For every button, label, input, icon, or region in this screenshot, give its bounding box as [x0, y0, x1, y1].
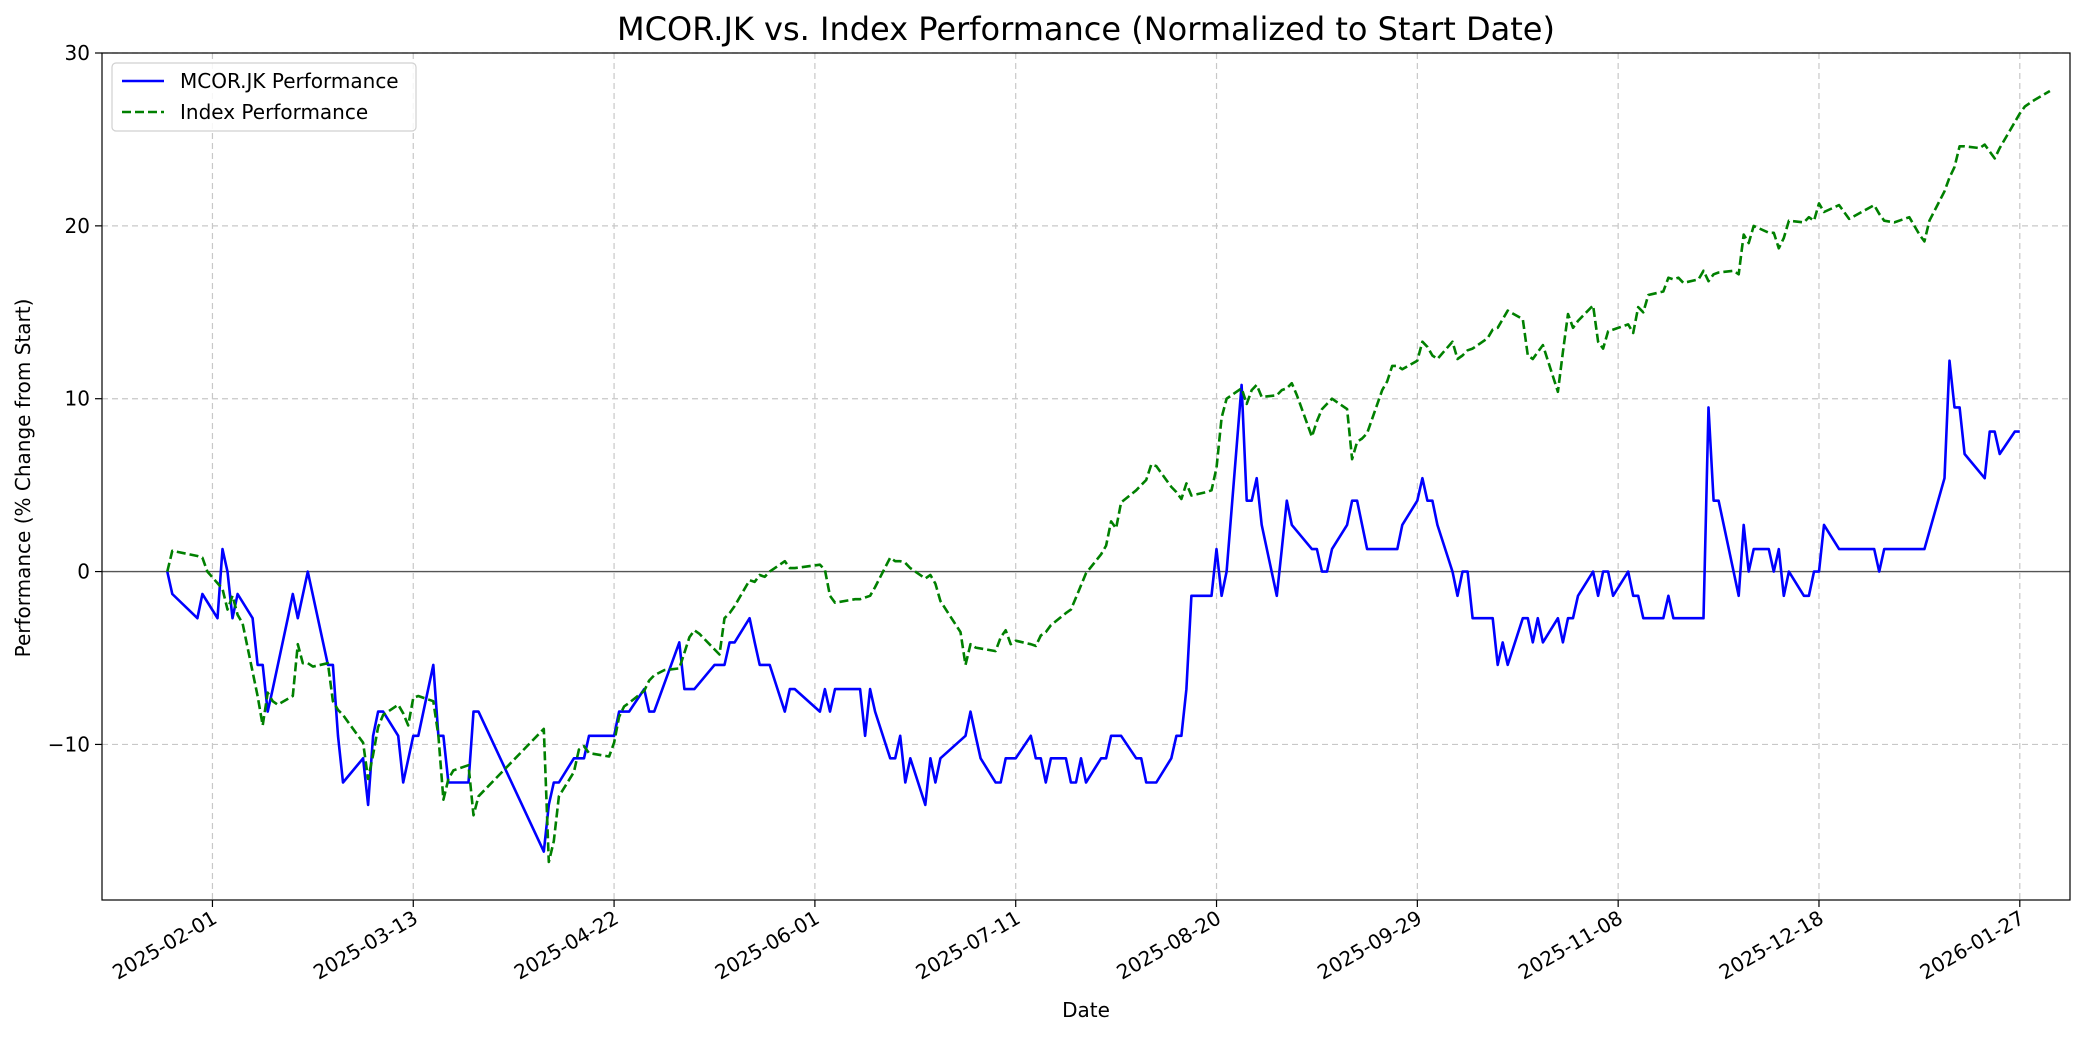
y-tick-label: 10 — [65, 387, 90, 411]
legend: MCOR.JK Performance Index Performance — [111, 62, 417, 132]
x-tick-label: 2026-01-27 — [1916, 906, 2029, 985]
x-tick-label: 2025-08-20 — [1112, 906, 1225, 985]
x-tick-label: 2025-04-22 — [510, 906, 623, 985]
y-axis: −10 0 10 20 30 — [48, 41, 102, 756]
legend-label: MCOR.JK Performance — [180, 69, 399, 93]
x-tick-label: 2025-02-01 — [108, 906, 221, 985]
x-tick-label: 2025-11-08 — [1514, 906, 1627, 985]
x-tick-label: 2025-06-01 — [711, 906, 824, 985]
legend-label: Index Performance — [180, 100, 368, 124]
x-tick-label: 2025-12-18 — [1715, 906, 1828, 985]
x-axis: 2025-02-01 2025-03-13 2025-04-22 2025-06-01… — [108, 900, 2028, 984]
grid — [102, 52, 2070, 900]
y-tick-label: −10 — [48, 732, 90, 756]
x-axis-label: Date — [1062, 998, 1110, 1022]
y-tick-label: 0 — [77, 560, 90, 584]
y-tick-label: 30 — [65, 41, 90, 65]
x-tick-label: 2025-09-29 — [1313, 906, 1426, 985]
chart-title: MCOR.JK vs. Index Performance (Normalize… — [617, 10, 1555, 48]
plot-frame — [101, 52, 2071, 901]
legend-box — [111, 62, 417, 132]
y-axis-label: Performance (% Change from Start) — [11, 299, 35, 658]
x-tick-label: 2025-03-13 — [309, 906, 422, 985]
series-group — [166, 89, 2051, 864]
y-tick-label: 20 — [65, 214, 90, 238]
series-line-index — [166, 89, 2051, 864]
x-tick-label: 2025-07-11 — [912, 906, 1025, 985]
series-line-mcor — [166, 359, 2020, 853]
